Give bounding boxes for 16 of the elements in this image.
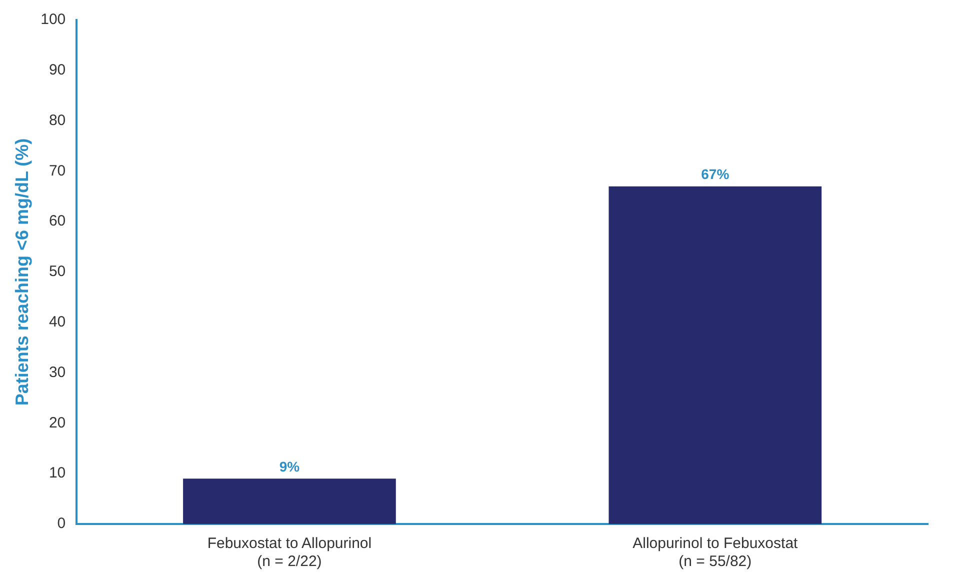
x-tick-label: Febuxostat to Allopurinol (n = 2/22) [207,535,372,570]
y-tick-label: 70 [48,162,66,180]
y-tick-label: 100 [40,11,66,28]
y-tick-label: 20 [48,414,66,432]
y-tick-label: 50 [48,263,66,280]
y-tick-label: 40 [48,314,66,331]
y-tick-label: 90 [48,62,66,79]
y-tick-label: 60 [48,212,66,230]
x-tick-label: Allopurinol to Febuxostat (n = 55/82) [632,535,799,570]
y-tick-label: 80 [48,112,66,129]
y-axis-title: Patients reaching <6 mg/dL (%) [12,138,32,406]
y-tick-label: 0 [57,515,66,532]
y-tick-label: 30 [48,364,66,381]
data-label: 67% [701,166,730,182]
data-label: 9% [279,458,300,474]
y-tick-label: 10 [48,464,66,482]
